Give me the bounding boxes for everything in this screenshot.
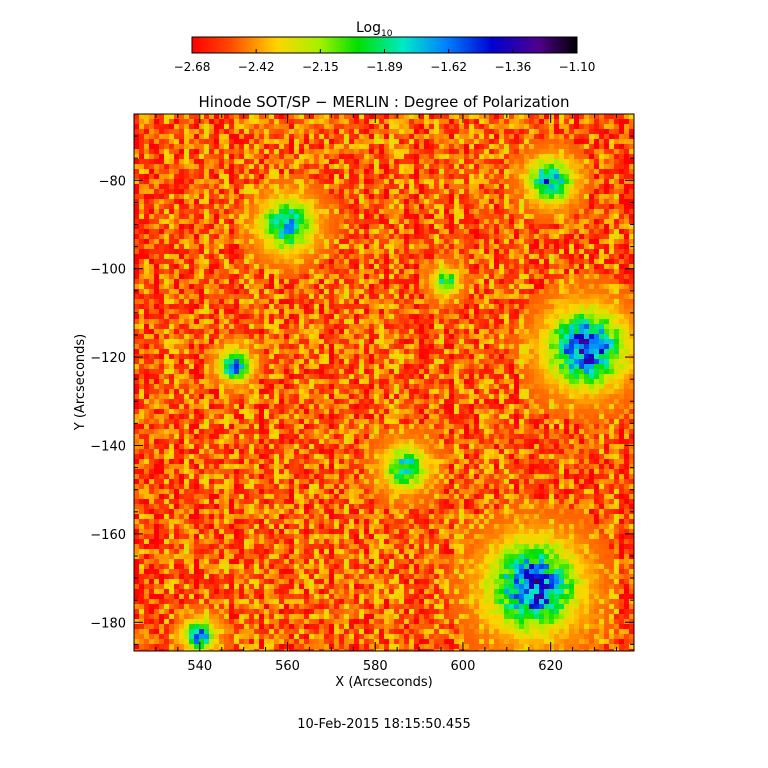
x-axis: 540 560 580 600 620 [133,114,617,674]
timestamp: 10-Feb-2015 18:15:50.455 [297,717,471,732]
plot-area: 540 560 580 600 620 −80 −100 −120 −140 −160 −180 [90,113,635,674]
colorbar-tick-label: −1.10 [559,60,596,74]
heatmap-image [134,114,634,651]
colorbar-ticks: −2.68 −2.42 −2.15 −1.89 −1.62 −1.36 −1.10 [174,49,596,74]
colorbar: Log10 −2.68 −2.42 −2.15 −1.89 −1.62 −1.36 −1.1… [174,20,596,74]
x-tick-label: 620 [538,659,563,674]
y-axis: −80 −100 −120 −140 −160 −180 [90,113,634,645]
chart-title: Hinode SOT/SP − MERLIN : Degree of Polar… [198,93,569,111]
colorbar-tick-label: −2.68 [174,60,211,74]
x-tick-label: 580 [363,659,388,674]
x-tick-label: 560 [275,659,300,674]
colorbar-label: Log10 [356,20,393,39]
y-tick-label: −140 [90,439,126,454]
y-tick-label: −100 [90,263,126,278]
colorbar-tick-label: −1.62 [430,60,467,74]
colorbar-tick-label: −1.89 [366,60,403,74]
plot-frame [133,113,635,652]
colorbar-tick-label: −1.36 [494,60,531,74]
y-tick-label: −160 [90,528,126,543]
y-tick-label: −80 [99,174,126,189]
y-tick-label: −120 [90,351,126,366]
colorbar-tick-label: −2.42 [238,60,275,74]
x-tick-label: 540 [187,659,212,674]
x-tick-label: 600 [451,659,476,674]
y-tick-label: −180 [90,616,126,631]
colorbar-tick-label: −2.15 [302,60,339,74]
y-axis-label: Y (Arcseconds) [73,334,88,431]
x-axis-label: X (Arcseconds) [335,675,432,690]
